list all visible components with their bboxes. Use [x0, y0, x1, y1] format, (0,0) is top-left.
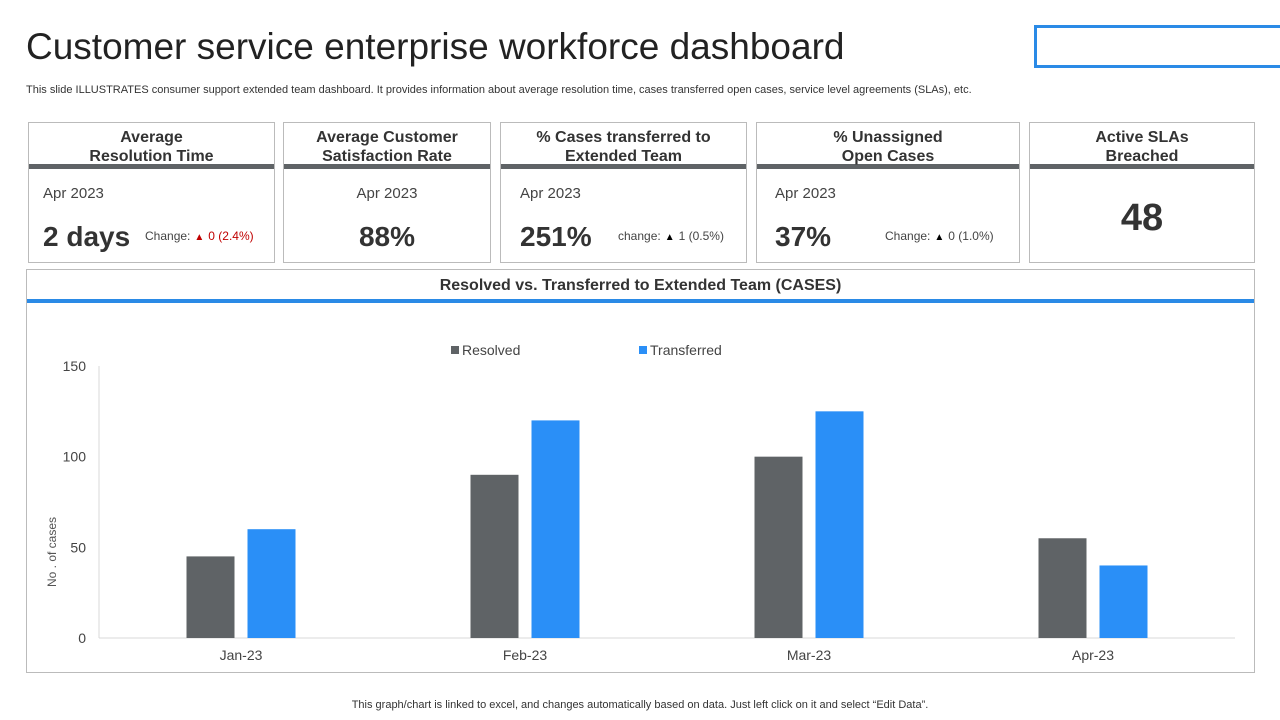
decorative-frame — [1034, 25, 1280, 68]
page-subtitle: This slide ILLUSTRATES consumer support … — [26, 84, 972, 96]
change-label: change: — [618, 229, 661, 243]
card-avg-resolution-time: Average Resolution Time Apr 2023 2 days C… — [28, 122, 275, 263]
card-title: Average Customer Satisfaction Rate — [284, 123, 490, 169]
change-value: 0 (2.4%) — [208, 229, 254, 243]
card-date: Apr 2023 — [520, 185, 581, 202]
legend-swatch-resolved — [451, 346, 459, 354]
bar-transferred-feb-23[interactable] — [531, 420, 580, 638]
card-title-line2: Breached — [1105, 148, 1179, 165]
card-value: 48 — [1120, 197, 1164, 239]
change-value: 1 (0.5%) — [678, 229, 724, 243]
card-title-line2: Resolution Time — [89, 148, 214, 165]
card-change: Change: ▲ 0 (2.4%) — [145, 229, 254, 243]
y-tick-label: 100 — [63, 449, 87, 465]
bar-resolved-feb-23[interactable] — [470, 474, 519, 638]
page-title: Customer service enterprise workforce da… — [26, 26, 845, 67]
card-title: Average Resolution Time — [29, 123, 274, 169]
card-value: 251% — [520, 221, 592, 252]
card-date: Apr 2023 — [43, 185, 104, 202]
triangle-up-icon: ▲ — [934, 232, 945, 243]
x-tick-label: Mar-23 — [787, 647, 832, 663]
card-date: Apr 2023 — [775, 185, 836, 202]
card-title-line1: Average Customer — [316, 129, 458, 146]
card-title-line1: % Cases transferred to — [536, 129, 711, 146]
y-axis-label: No . of cases — [45, 517, 59, 587]
bar-transferred-apr-23[interactable] — [1099, 565, 1148, 638]
y-tick-label: 150 — [63, 358, 87, 374]
card-value: 37% — [775, 221, 832, 252]
card-change: change: ▲ 1 (0.5%) — [618, 229, 724, 243]
card-unassigned-open-cases: % Unassigned Open Cases Apr 2023 37% Chan… — [756, 122, 1020, 263]
card-value: 2 days — [43, 221, 131, 252]
chart-title[interactable]: Resolved vs. Transferred to Extended Tea… — [27, 270, 1254, 303]
bar-resolved-jan-23[interactable] — [186, 556, 235, 638]
bar-resolved-mar-23[interactable] — [754, 456, 803, 638]
change-label: Change: — [885, 229, 931, 243]
footer-note: This graph/chart is linked to excel, and… — [351, 699, 929, 711]
card-title: Active SLAs Breached — [1030, 123, 1254, 169]
card-title: % Unassigned Open Cases — [757, 123, 1019, 169]
card-cases-transferred: % Cases transferred to Extended Team Apr … — [500, 122, 747, 263]
triangle-up-icon: ▲ — [664, 232, 675, 243]
chart-panel: Resolved vs. Transferred to Extended Tea… — [26, 269, 1255, 673]
change-value: 0 (1.0%) — [948, 229, 994, 243]
card-date: Apr 2023 — [356, 185, 418, 202]
card-title-line1: Average — [120, 129, 183, 146]
bar-transferred-mar-23[interactable] — [815, 411, 864, 638]
legend-label-transferred: Transferred — [650, 342, 722, 358]
legend-swatch-transferred — [639, 346, 647, 354]
bar-resolved-apr-23[interactable] — [1038, 538, 1087, 638]
legend-label-resolved: Resolved — [462, 342, 520, 358]
card-active-slas-breached: Active SLAs Breached 48 — [1029, 122, 1255, 263]
card-title-line1: Active SLAs — [1095, 129, 1189, 146]
card-value: 88% — [358, 221, 416, 252]
card-satisfaction-rate: Average Customer Satisfaction Rate Apr 20… — [283, 122, 491, 263]
change-label: Change: — [145, 229, 191, 243]
card-title-line2: Extended Team — [564, 148, 683, 165]
card-title-line2: Open Cases — [841, 148, 935, 165]
card-change: Change: ▲ 0 (1.0%) — [885, 229, 994, 243]
x-tick-label: Jan-23 — [220, 647, 263, 663]
y-tick-label: 0 — [78, 630, 86, 646]
y-tick-label: 50 — [70, 539, 86, 555]
x-tick-label: Feb-23 — [503, 647, 548, 663]
card-title-line1: % Unassigned — [833, 129, 943, 146]
card-title: % Cases transferred to Extended Team — [501, 123, 746, 169]
bar-transferred-jan-23[interactable] — [247, 529, 296, 638]
card-title-line2: Satisfaction Rate — [322, 148, 452, 165]
x-tick-label: Apr-23 — [1072, 647, 1114, 663]
triangle-up-icon: ▲ — [194, 232, 205, 243]
